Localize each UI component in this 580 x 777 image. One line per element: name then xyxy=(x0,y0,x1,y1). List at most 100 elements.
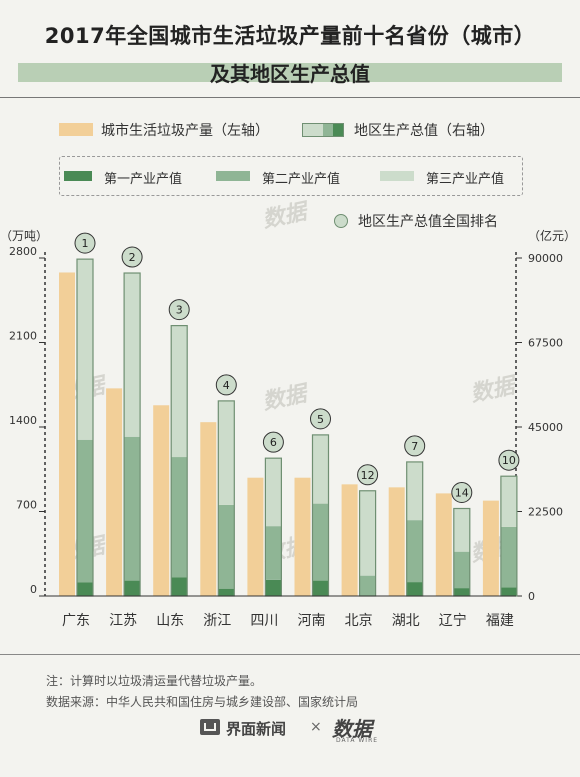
legend-label-waste: 城市生活垃圾产量（左轴） xyxy=(101,123,269,139)
rank-label: 1 xyxy=(82,237,89,250)
bar-waste xyxy=(435,493,452,596)
bar-waste xyxy=(200,422,217,596)
bar-tertiary xyxy=(171,325,188,458)
title-band xyxy=(18,63,562,82)
chart-plot: 0 700 1400 2100 2800 0 22500 45000 67500 90000 1 广东… xyxy=(9,232,563,629)
title-block: 2017年全国城市生活垃圾产量前十名省份（城市） 及其地区生产总值 xyxy=(0,0,580,88)
bar-secondary xyxy=(359,575,376,596)
rank-badge xyxy=(451,481,473,503)
right-axis-tick-label: 22500 xyxy=(528,506,563,519)
category-label: 河南 xyxy=(298,613,326,629)
bar-tertiary xyxy=(453,508,470,552)
rank-badge xyxy=(215,374,237,396)
bar-secondary xyxy=(265,526,282,580)
legend-swatch-secondary xyxy=(216,171,250,181)
legend-swatch-rank xyxy=(334,214,348,228)
rank-badge xyxy=(262,431,284,453)
bar-waste xyxy=(341,484,358,596)
bar-waste xyxy=(153,405,170,596)
legend-industry-box xyxy=(59,156,523,196)
bar-primary xyxy=(124,580,141,596)
rank-badge xyxy=(498,449,520,471)
category-label: 湖北 xyxy=(392,613,420,629)
legend-label-secondary: 第二产业产值 xyxy=(262,172,341,187)
rank-label: 7 xyxy=(411,440,418,453)
bar-primary xyxy=(312,580,329,596)
right-axis-tick-label: 0 xyxy=(528,590,535,603)
bar-tertiary xyxy=(218,400,235,505)
right-axis-tick-label: 90000 xyxy=(528,252,563,265)
bar-primary xyxy=(218,588,235,596)
bar-waste xyxy=(59,272,75,596)
bar-waste xyxy=(482,500,499,596)
rank-label: 6 xyxy=(270,436,277,449)
brand-name: 界面新闻 xyxy=(226,720,287,738)
category-label: 四川 xyxy=(250,613,278,629)
rank-badge xyxy=(357,464,379,486)
note-text: 注：计算时以垃圾清运量代替垃圾产量。 xyxy=(46,674,263,688)
legend-label-rank: 地区生产总值全国排名 xyxy=(358,214,498,230)
brand-logo-icon xyxy=(200,719,220,735)
rank-label: 5 xyxy=(317,413,324,426)
bar-primary xyxy=(406,582,423,596)
bar-tertiary xyxy=(77,259,93,440)
left-axis-tick-label: 0 xyxy=(30,583,37,596)
category-label: 北京 xyxy=(345,613,373,629)
category-label: 山东 xyxy=(156,613,184,629)
bar-waste xyxy=(247,477,264,596)
bar-secondary xyxy=(218,504,235,589)
rank-label: 10 xyxy=(502,454,516,467)
bar-tertiary xyxy=(406,461,423,521)
rank-badge xyxy=(121,246,143,268)
rank-badge xyxy=(404,435,426,457)
bar-primary xyxy=(500,587,517,596)
legend-label-primary: 第一产业产值 xyxy=(104,172,183,187)
bottom-divider xyxy=(0,654,580,655)
category-label: 辽宁 xyxy=(439,612,467,629)
rank-badge xyxy=(310,408,331,430)
legend-swatch-waste xyxy=(59,123,93,136)
left-axis-tick-label: 1400 xyxy=(9,414,37,427)
rank-label: 14 xyxy=(455,486,469,499)
bar-tertiary xyxy=(265,458,282,527)
left-axis-tick-label: 2800 xyxy=(9,245,37,258)
legend-label-tertiary: 第三产业产值 xyxy=(426,172,505,187)
bar-waste xyxy=(106,388,123,596)
partner-sub: DATA WIRE xyxy=(336,737,379,744)
bar-tertiary xyxy=(312,434,329,504)
bar-secondary xyxy=(453,551,470,589)
legend-swatch-gdp xyxy=(302,123,344,137)
source-text: 数据来源：中华人民共和国住房与城乡建设部、国家统计局 xyxy=(46,695,359,709)
right-axis-tick-label: 67500 xyxy=(528,337,563,350)
footer: 界面新闻 × 数据 DATA WIRE xyxy=(0,715,580,745)
rank-label: 12 xyxy=(361,469,375,482)
left-axis-tick-label: 2100 xyxy=(9,330,37,343)
category-label: 江苏 xyxy=(109,613,137,629)
footer-cross: × xyxy=(310,719,322,735)
chart-title: 2017年全国城市生活垃圾产量前十名省份（城市） xyxy=(44,24,536,48)
bar-tertiary xyxy=(124,273,141,437)
bar-tertiary xyxy=(359,490,376,576)
legend-label-gdp: 地区生产总值（右轴） xyxy=(354,123,494,139)
bar-primary xyxy=(453,588,470,596)
rank-label: 4 xyxy=(223,379,230,392)
left-axis-unit: （万吨） xyxy=(0,229,49,243)
category-label: 广东 xyxy=(62,613,90,629)
bar-tertiary xyxy=(500,476,517,527)
legend-swatch-primary xyxy=(64,171,92,181)
right-axis-unit: （亿元） xyxy=(528,229,577,243)
legend-swatch-tertiary xyxy=(380,171,414,181)
bar-secondary xyxy=(171,457,188,578)
bar-waste xyxy=(294,477,311,596)
bar-secondary xyxy=(312,503,329,581)
bar-secondary xyxy=(500,526,517,588)
rank-badge xyxy=(74,232,96,254)
top-divider xyxy=(0,97,580,98)
bar-secondary xyxy=(77,439,93,583)
left-axis-tick-label: 700 xyxy=(16,499,37,512)
rank-badge xyxy=(168,299,190,321)
rank-label: 2 xyxy=(129,251,136,264)
bar-waste xyxy=(388,487,405,596)
bar-primary xyxy=(77,582,93,596)
bar-secondary xyxy=(406,520,423,583)
